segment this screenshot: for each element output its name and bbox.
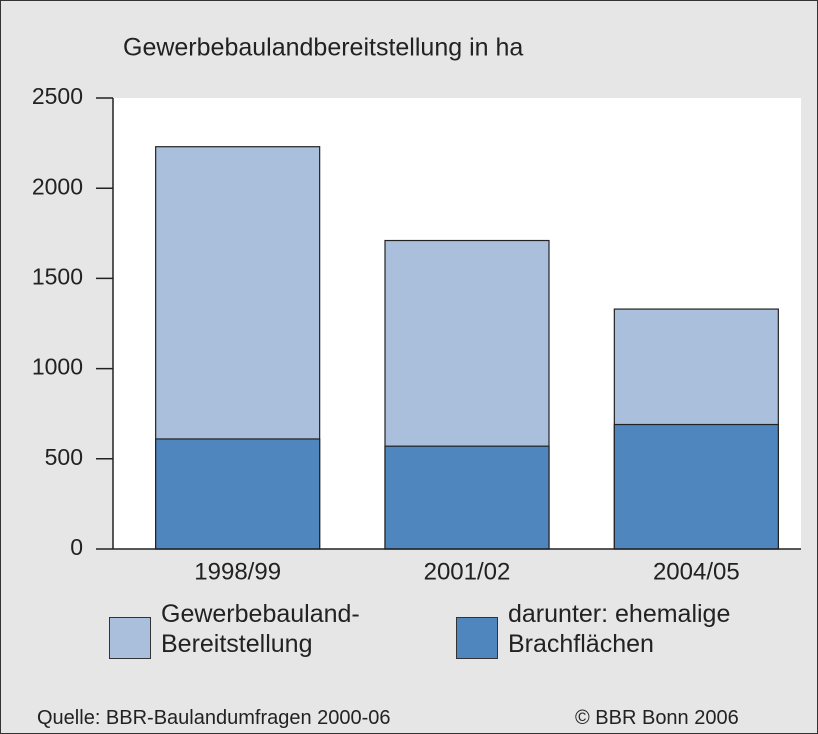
source: Quelle: BBR-Baulandumfragen 2000-06 — [37, 707, 391, 729]
bar — [613, 423, 779, 550]
bar — [384, 445, 550, 550]
legend-swatch — [109, 617, 151, 659]
legend-swatch — [456, 617, 498, 659]
y-tick-label: 2000 — [32, 173, 83, 199]
y-tick-label: 1000 — [32, 354, 83, 380]
y-tick-label: 2500 — [32, 83, 83, 109]
y-tick-label: 1500 — [32, 263, 83, 289]
x-tick-label: 2004/05 — [653, 558, 740, 585]
y-tick-label: 500 — [45, 444, 83, 470]
bar — [155, 438, 321, 550]
x-tick-label: 1998/99 — [194, 558, 281, 585]
x-tick-label: 2001/02 — [424, 558, 511, 585]
copyright: © BBR Bonn 2006 — [575, 707, 739, 729]
legend-label: darunter: ehemalige Brachflächen — [508, 600, 731, 658]
legend-label: Gewerbebauland-Bereitstellung — [161, 600, 360, 658]
chart-title: Gewerbebauland­bereitstellung in ha — [123, 34, 523, 62]
y-tick-label: 0 — [70, 534, 83, 560]
